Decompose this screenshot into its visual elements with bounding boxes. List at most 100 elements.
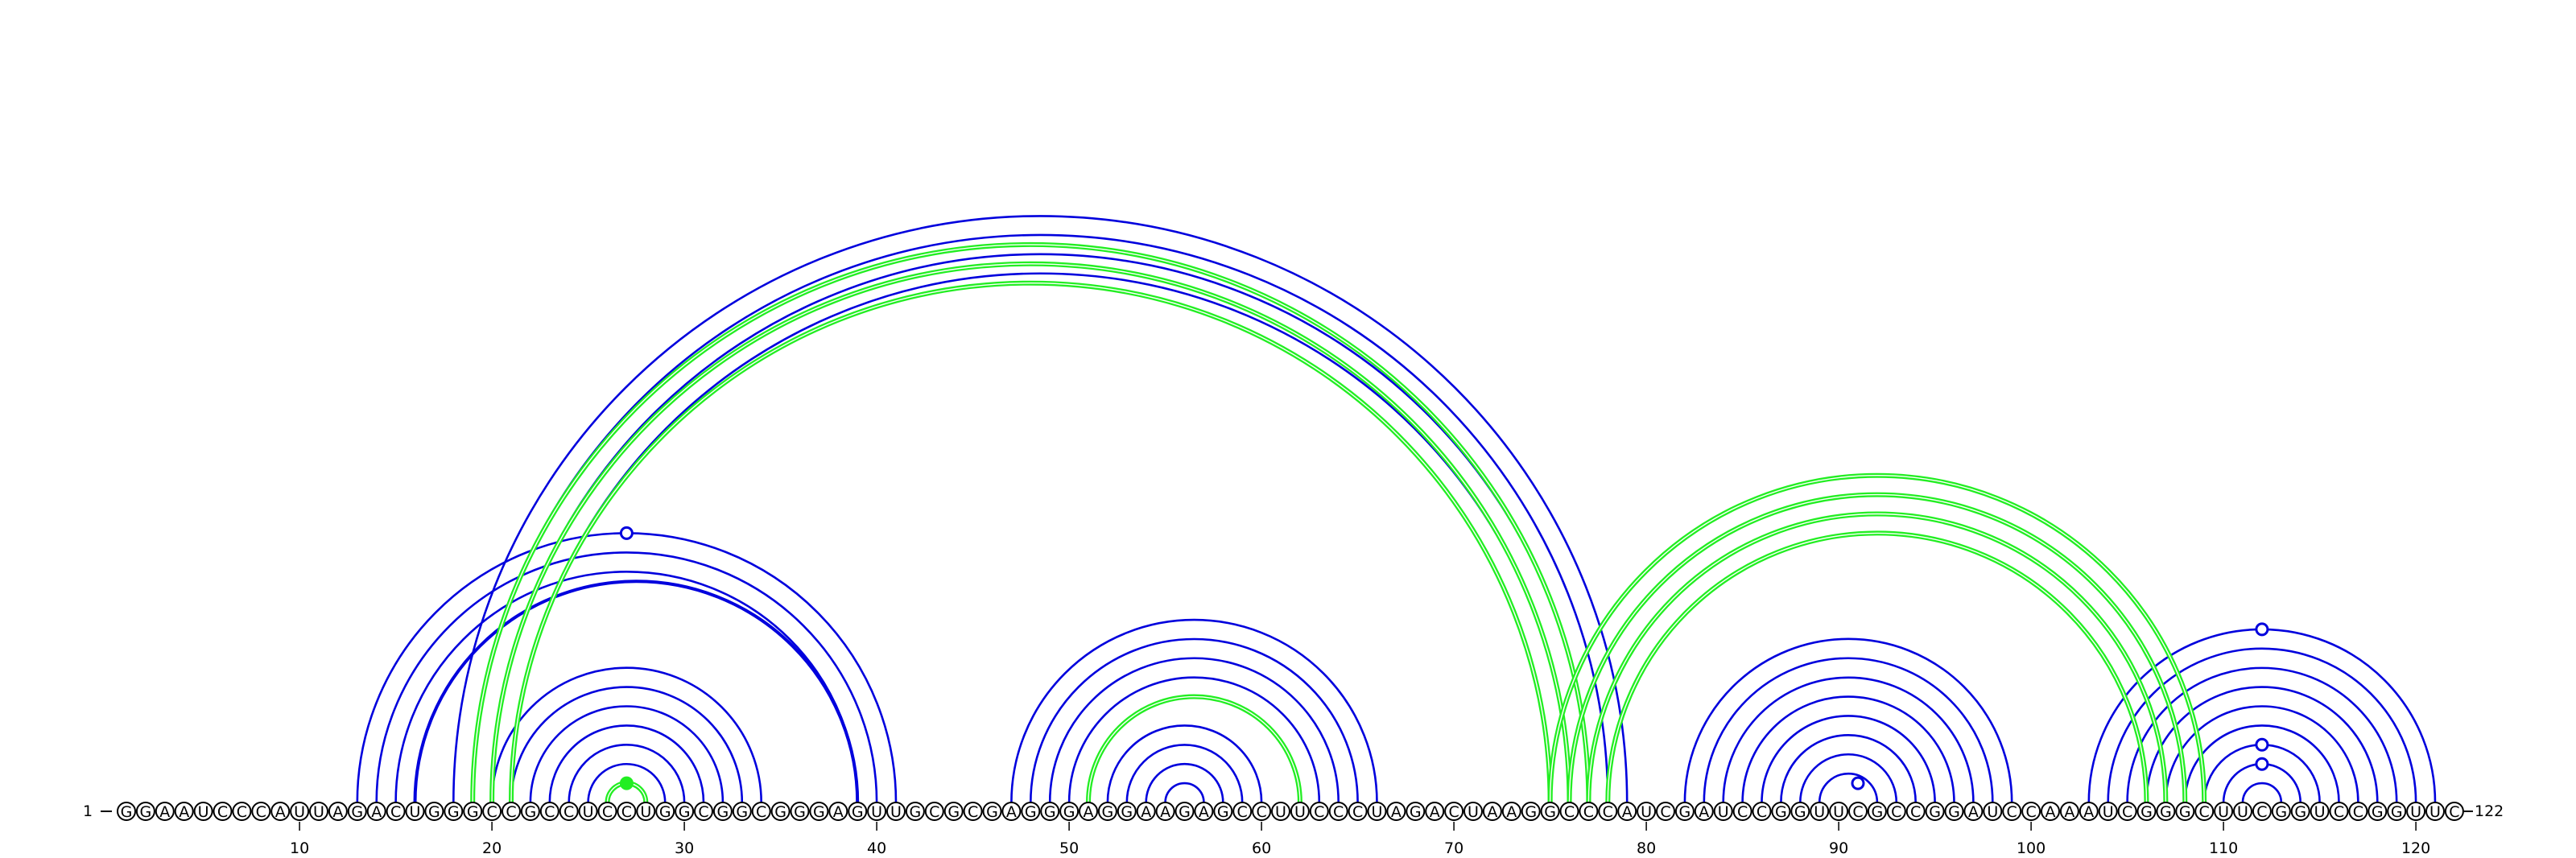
nucleotide-68: G: [1406, 802, 1426, 821]
nucleotide-72: A: [1482, 802, 1502, 821]
green-arc-77-107: [1586, 511, 2169, 803]
nucleotide-77: C: [1579, 802, 1599, 821]
nucleotide-64: C: [1328, 802, 1348, 821]
nucleotide-52: G: [1097, 802, 1117, 821]
nucleotide-25: U: [578, 802, 598, 821]
nucleotide-111: U: [2233, 802, 2252, 821]
blue-arc-111-113: [2241, 782, 2283, 803]
svg-text:C: C: [1237, 803, 1248, 821]
svg-text:G: G: [525, 803, 537, 821]
svg-text:C: C: [1314, 803, 1324, 821]
nucleotide-91: C: [1848, 802, 1868, 821]
arc-marker-90-92: [1851, 776, 1865, 790]
blue-arc-21-33: [510, 686, 744, 803]
nucleotide-26: C: [597, 802, 617, 821]
nucleotide-15: C: [386, 802, 406, 821]
nucleotide-99: C: [2002, 802, 2022, 821]
nucleotide-112: C: [2252, 802, 2272, 821]
backbone-layer: 1 122: [83, 802, 2504, 820]
svg-text:U: U: [1718, 803, 1729, 821]
nucleotide-35: G: [770, 802, 791, 821]
svg-text:C: C: [544, 803, 555, 821]
svg-text:C: C: [1737, 803, 1748, 821]
svg-text:G: G: [351, 803, 363, 821]
nucleotide-3: A: [155, 802, 175, 821]
svg-text:A: A: [1506, 803, 1517, 821]
svg-text:A: A: [1141, 803, 1151, 821]
blue-arc-109-115: [2202, 744, 2321, 803]
nucleotide-62: U: [1290, 802, 1310, 821]
blue-arc-104-120: [2107, 647, 2417, 803]
svg-text:A: A: [1084, 803, 1094, 821]
svg-text:G: G: [1025, 803, 1037, 821]
nucleotide-117: C: [2348, 802, 2368, 821]
svg-text:A: A: [332, 803, 343, 821]
svg-text:U: U: [1814, 803, 1825, 821]
nucleotide-54: A: [1136, 802, 1156, 821]
green-arc-core-77-107: [1587, 513, 2167, 803]
nucleotide-73: A: [1501, 802, 1521, 821]
nucleotide-97: A: [1963, 802, 1984, 821]
svg-text:90: 90: [1829, 839, 1848, 857]
nucleotide-27: C: [617, 802, 637, 821]
nucleotide-115: U: [2310, 802, 2330, 821]
svg-text:C: C: [929, 803, 939, 821]
svg-text:G: G: [467, 803, 479, 821]
nucleotide-116: C: [2329, 802, 2349, 821]
nucleotide-10: U: [290, 802, 310, 821]
green-arc-76-108: [1567, 492, 2188, 803]
blue-arc-85-96: [1741, 695, 1955, 803]
nucleotide-39: G: [848, 802, 868, 821]
nucleotide-69: A: [1425, 802, 1445, 821]
nucleotide-12: A: [328, 802, 348, 821]
nucleotide-60: C: [1252, 802, 1272, 821]
svg-text:U: U: [2237, 803, 2248, 821]
nucleotide-28: U: [636, 802, 656, 821]
green-arc-core-20-76: [491, 263, 1571, 803]
svg-text:G: G: [1217, 803, 1229, 821]
tick-60: 60: [1252, 822, 1271, 857]
svg-text:A: A: [275, 803, 286, 821]
blue-arc-18-79: [452, 214, 1629, 803]
green-arc-core-75-109: [1549, 475, 2205, 803]
nucleotide-43: C: [924, 802, 944, 821]
blue-arc-88-93: [1799, 753, 1898, 803]
nucleotide-24: C: [559, 802, 579, 821]
nucleotide-120: U: [2406, 802, 2426, 821]
nucleotide-103: A: [2079, 802, 2099, 821]
nucleotide-20: C: [482, 802, 502, 821]
svg-text:C: C: [1757, 803, 1767, 821]
green-arc-core-76-108: [1568, 493, 2186, 803]
nucleotide-57: A: [1194, 802, 1214, 821]
blue-arc-103-121: [2087, 628, 2437, 803]
blue-arc-108-116: [2184, 724, 2340, 803]
svg-text:20: 20: [482, 839, 502, 857]
svg-text:G: G: [1679, 803, 1691, 821]
blue-arc-23-31: [548, 724, 705, 803]
svg-text:C: C: [1352, 803, 1363, 821]
end-label: 122: [2475, 802, 2504, 820]
svg-text:C: C: [1891, 803, 1901, 821]
nucleotide-66: U: [1367, 802, 1387, 821]
svg-text:U: U: [2429, 803, 2441, 821]
svg-text:A: A: [179, 803, 189, 821]
svg-text:G: G: [736, 803, 748, 821]
blue-arc-50-63: [1067, 676, 1321, 803]
svg-text:C: C: [2449, 803, 2459, 821]
svg-text:C: C: [1448, 803, 1459, 821]
nucleotide-82: G: [1674, 802, 1695, 821]
nucleotide-14: A: [366, 802, 386, 821]
svg-text:A: A: [1430, 803, 1440, 821]
blue-arc-55-57: [1164, 782, 1205, 803]
svg-text:C: C: [756, 803, 766, 821]
svg-text:C: C: [2025, 803, 2036, 821]
svg-text:G: G: [813, 803, 825, 821]
svg-text:U: U: [871, 803, 882, 821]
svg-text:C: C: [698, 803, 708, 821]
svg-text:80: 80: [1637, 839, 1656, 857]
svg-text:G: G: [2294, 803, 2306, 821]
nucleotide-119: G: [2387, 802, 2407, 821]
tick-40: 40: [867, 822, 886, 857]
nucleotide-16: U: [405, 802, 425, 821]
